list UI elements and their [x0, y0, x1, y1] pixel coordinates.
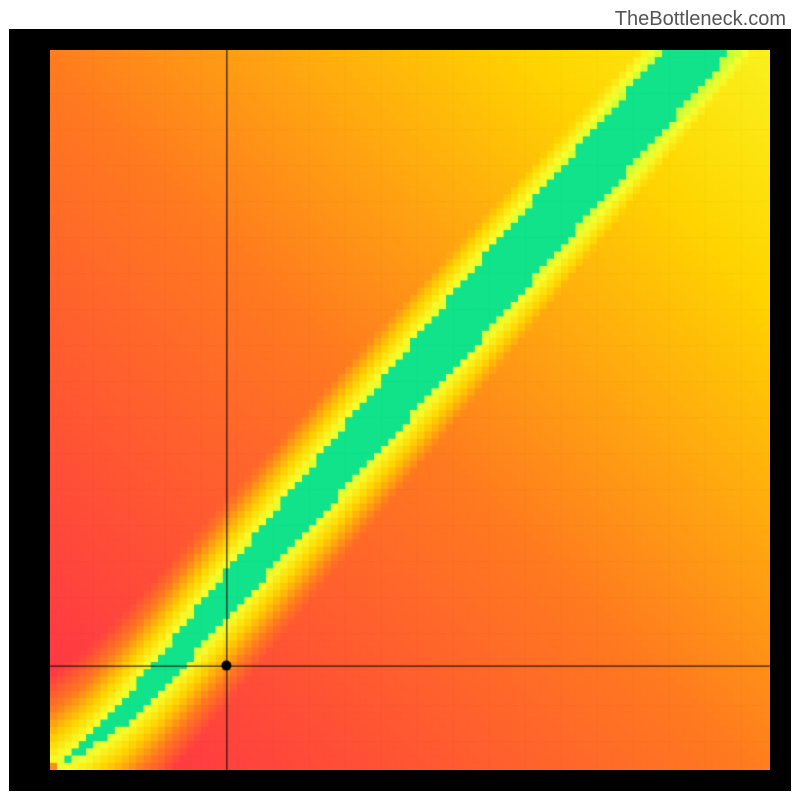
plot-area [10, 30, 790, 790]
heatmap-canvas [50, 50, 770, 770]
watermark-text: TheBottleneck.com [615, 8, 786, 31]
chart-container: TheBottleneck.com [0, 0, 800, 800]
